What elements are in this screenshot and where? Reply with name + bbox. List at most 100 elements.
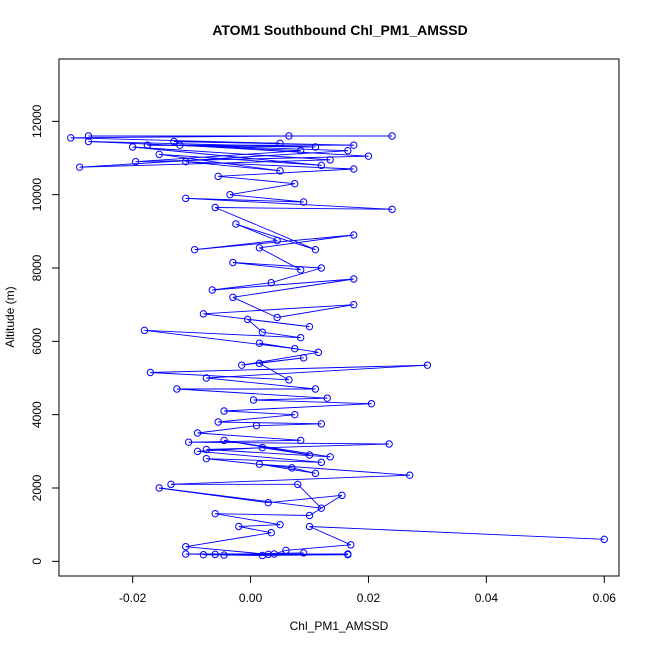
data-point xyxy=(182,194,190,203)
data-point xyxy=(184,438,193,446)
data-point xyxy=(406,471,414,479)
series-segment xyxy=(256,423,322,427)
series-segment xyxy=(277,304,354,318)
series-segment xyxy=(232,262,322,269)
series-segment xyxy=(194,240,278,251)
data-point xyxy=(220,407,228,415)
data-point xyxy=(317,504,326,512)
data-point xyxy=(285,376,293,384)
series-segment xyxy=(206,458,322,463)
data-point xyxy=(311,469,320,478)
x-tick-label: -0.02 xyxy=(119,591,147,605)
data-point xyxy=(182,550,190,558)
y-tick-label: 2000 xyxy=(30,474,44,501)
data-point xyxy=(311,143,320,151)
series-segment xyxy=(309,526,351,546)
series-segment xyxy=(218,175,295,185)
data-point xyxy=(285,132,293,140)
series-segment xyxy=(144,329,295,350)
series-segment xyxy=(170,474,410,485)
data-point xyxy=(255,244,264,252)
data-point xyxy=(235,522,243,531)
series-segment xyxy=(150,364,428,373)
series-segment xyxy=(79,159,331,168)
series-segment xyxy=(241,351,319,366)
y-tick-label: 0 xyxy=(30,558,44,565)
data-point xyxy=(202,454,211,463)
series-segment xyxy=(215,513,281,526)
data-point xyxy=(317,264,326,272)
data-point xyxy=(202,445,211,454)
y-tick-label: 8000 xyxy=(30,254,44,281)
data-point xyxy=(208,286,216,294)
data-point xyxy=(128,143,137,151)
series-segment xyxy=(229,194,304,203)
series-segment xyxy=(268,494,342,504)
data-point xyxy=(229,258,237,267)
series-segment xyxy=(235,223,278,241)
data-point xyxy=(143,141,152,149)
series-segment xyxy=(70,137,281,144)
series-segment xyxy=(235,223,316,251)
data-point xyxy=(229,293,237,302)
data-point xyxy=(350,300,358,309)
series-segment xyxy=(232,262,301,271)
series-segment xyxy=(297,484,322,509)
data-point xyxy=(226,190,234,199)
data-point xyxy=(75,163,84,171)
data-point xyxy=(202,374,211,382)
series-segment xyxy=(215,207,316,251)
series-segment xyxy=(159,487,322,509)
data-point xyxy=(267,529,275,537)
data-point xyxy=(288,464,296,472)
data-point xyxy=(173,385,181,393)
series-segment xyxy=(271,267,322,284)
data-point xyxy=(350,231,358,239)
series-segment xyxy=(206,364,428,379)
series-segment xyxy=(309,494,343,516)
series-segment xyxy=(262,331,301,339)
series-segment xyxy=(253,397,328,401)
data-point xyxy=(214,172,222,181)
data-point xyxy=(84,132,93,140)
series-segment xyxy=(188,441,390,445)
data-point xyxy=(305,451,314,459)
data-point xyxy=(305,322,314,331)
data-point xyxy=(211,550,219,559)
x-tick-label: 0.02 xyxy=(357,591,381,605)
series-segment xyxy=(185,197,304,203)
data-point xyxy=(350,275,358,283)
data-point xyxy=(311,385,320,393)
data-point xyxy=(291,179,299,188)
y-tick-label: 6000 xyxy=(30,328,44,355)
data-point xyxy=(193,429,202,437)
series-segment xyxy=(238,524,281,527)
data-point xyxy=(211,509,219,518)
data-point xyxy=(167,480,175,489)
data-point xyxy=(214,418,222,426)
data-point xyxy=(344,146,352,155)
data-point xyxy=(296,146,305,155)
plot-frame xyxy=(58,58,620,577)
series-segment xyxy=(232,296,278,318)
series-segment xyxy=(197,432,301,441)
data-point xyxy=(258,443,267,452)
data-point xyxy=(267,278,275,287)
series-segment xyxy=(241,357,304,366)
data-point xyxy=(232,220,240,228)
data-point xyxy=(323,394,331,402)
series-segment xyxy=(218,414,295,423)
series-segment xyxy=(215,513,310,516)
data-point xyxy=(388,132,396,140)
series-segment xyxy=(185,197,393,210)
data-point xyxy=(282,546,290,555)
series-segment xyxy=(238,526,272,534)
data-point xyxy=(131,157,140,166)
data-point xyxy=(326,156,334,164)
data-point xyxy=(296,436,305,445)
data-point xyxy=(155,484,163,492)
series-segment xyxy=(291,467,316,474)
y-tick-label: 12000 xyxy=(30,104,44,138)
series-segment xyxy=(185,546,269,555)
